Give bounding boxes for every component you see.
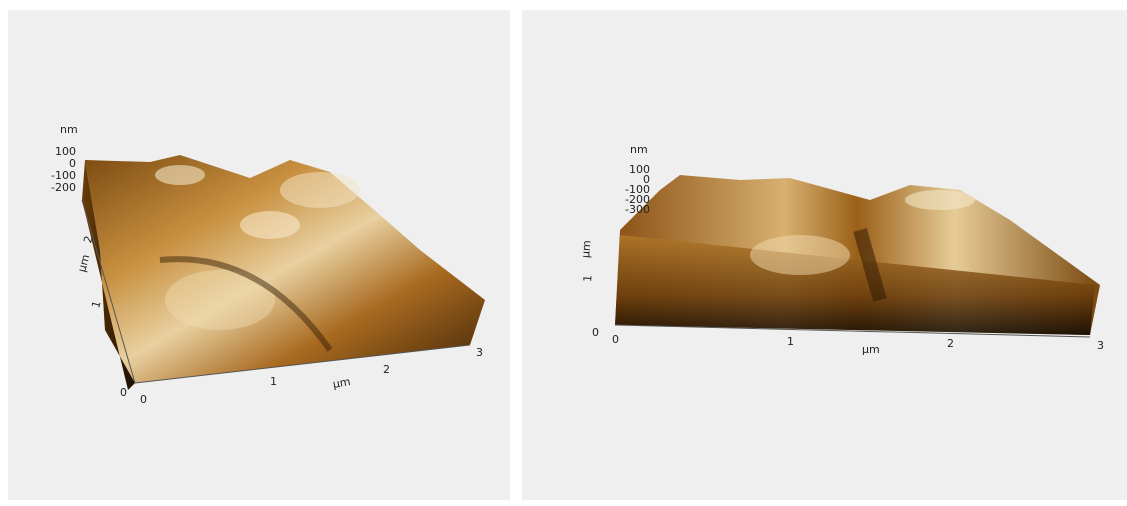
y-unit: µm xyxy=(579,240,593,259)
page: nm 100 0 -100 -200 0 1 2 µm 0 1 2 3 µm n… xyxy=(0,0,1127,506)
x-tick: 3 xyxy=(1097,339,1104,352)
y-tick: 0 xyxy=(592,326,599,339)
z-tick: -300 xyxy=(625,203,650,216)
z-tick: -200 xyxy=(51,181,76,194)
x-tick: 2 xyxy=(947,337,954,350)
x-tick: 0 xyxy=(612,333,619,346)
x-tick: 3 xyxy=(476,346,483,359)
z-unit: nm xyxy=(630,143,648,156)
x-tick: 2 xyxy=(383,363,390,376)
figure: nm 100 0 -100 -200 0 1 2 µm 0 1 2 3 µm n… xyxy=(0,0,1127,506)
y-tick: 0 xyxy=(120,386,127,399)
y-tick: 1 xyxy=(581,274,595,282)
x-tick: 1 xyxy=(787,335,794,348)
z-unit: nm xyxy=(60,123,78,136)
x-tick: 1 xyxy=(270,375,277,388)
x-tick: 0 xyxy=(140,393,147,406)
x-unit: µm xyxy=(862,343,880,356)
